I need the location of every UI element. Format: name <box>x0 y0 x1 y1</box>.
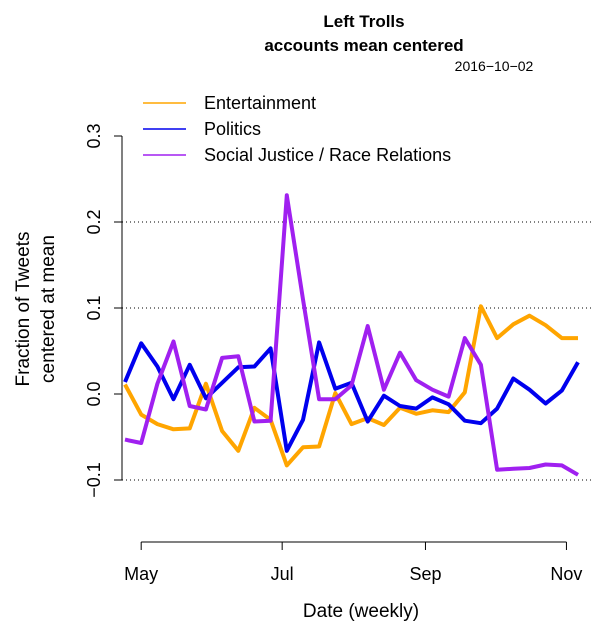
x-tick-label: Jul <box>271 564 294 584</box>
y-tick-label: 0.1 <box>84 295 104 320</box>
y-axis-label: Fraction of Tweets centered at mean <box>13 232 59 387</box>
y-axis-label-line-1: Fraction of Tweets <box>13 232 34 387</box>
legend-label: Entertainment <box>204 93 316 113</box>
date-label: 2016−10−02 <box>455 58 534 74</box>
series-line-0 <box>123 304 578 468</box>
x-tick-label: May <box>124 564 158 584</box>
chart-subtitle: accounts mean centered <box>264 36 463 55</box>
y-tick-label-text: −0.1 <box>84 462 104 498</box>
y-axis-label-line-2: centered at mean <box>38 235 59 383</box>
y-tick-label: −0.1 <box>84 462 104 498</box>
x-tick-label: Sep <box>409 564 441 584</box>
y-tick-label-text: 0.3 <box>84 123 104 148</box>
chart-title: Left Trolls <box>323 12 404 31</box>
legend-label: Social Justice / Race Relations <box>204 145 451 165</box>
x-axis-label: Date (weekly) <box>303 601 419 622</box>
y-tick-label-text: 0.1 <box>84 295 104 320</box>
y-axis: −0.1 0.0 0.1 0.2 0.3 <box>84 123 123 498</box>
grid-lines <box>122 221 594 481</box>
series-line-2 <box>124 193 580 477</box>
y-tick-label-text: 0.2 <box>84 209 104 234</box>
series-lines <box>123 193 580 477</box>
x-tick-label: Nov <box>550 564 582 584</box>
y-tick-label-text: 0.0 <box>84 381 104 406</box>
series-line-1 <box>123 340 580 453</box>
y-tick-label: 0.0 <box>84 381 104 406</box>
y-tick-label: 0.2 <box>84 209 104 234</box>
legend-label: Politics <box>204 119 261 139</box>
x-axis: May Jul Sep Nov <box>124 541 582 584</box>
y-tick-label: 0.3 <box>84 123 104 148</box>
legend: Entertainment Politics Social Justice / Ra… <box>143 93 451 165</box>
